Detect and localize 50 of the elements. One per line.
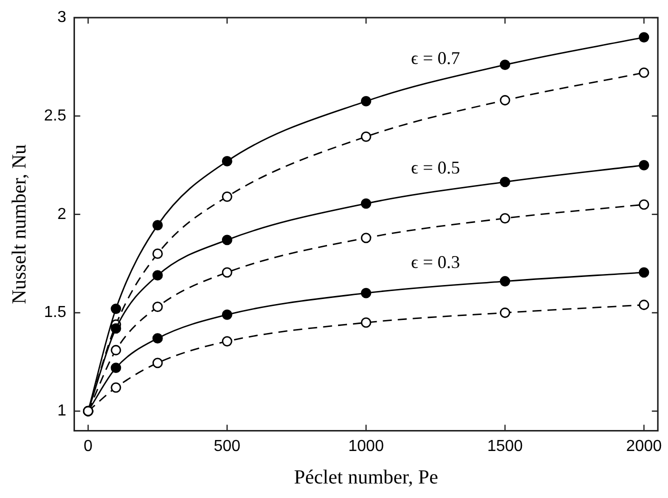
point: [500, 308, 510, 318]
annotation: ϵ = 0.5: [411, 157, 460, 178]
point: [638, 67, 650, 78]
x-tick-label: 0: [84, 438, 93, 455]
point: [110, 382, 122, 393]
x-tick-label: 1500: [487, 438, 523, 455]
point: [360, 96, 372, 106]
point: [500, 276, 510, 286]
x-axis-title: Péclet number, Pe: [294, 466, 438, 488]
point: [500, 176, 510, 188]
point: [638, 160, 650, 170]
point: [110, 323, 122, 334]
point: [360, 232, 372, 244]
point: [360, 131, 372, 142]
x-tick-label: 500: [214, 438, 241, 455]
point: [638, 267, 650, 278]
y-tick-label: 2: [57, 206, 66, 223]
y-tick-label: 3: [57, 9, 66, 26]
point: [222, 267, 232, 278]
point: [222, 336, 232, 346]
point: [500, 95, 510, 106]
point: [152, 270, 163, 281]
point: [500, 60, 510, 70]
point: [360, 288, 372, 298]
point: [110, 304, 122, 314]
point: [110, 344, 122, 356]
y-axis-title: Nusselt number, Nu: [8, 144, 30, 304]
annotation: ϵ = 0.3: [411, 252, 460, 272]
point: [222, 156, 232, 166]
y-tick-label: 2.5: [44, 107, 66, 124]
point: [152, 358, 163, 368]
point: [360, 317, 372, 328]
point: [152, 220, 163, 230]
point: [152, 248, 163, 259]
point: [638, 300, 650, 310]
y-tick-label: 1: [57, 402, 66, 420]
x-tick-label: 2000: [626, 438, 662, 455]
point: [222, 310, 232, 320]
point: [222, 191, 232, 202]
point: [500, 213, 510, 224]
point: [360, 198, 372, 209]
point: [152, 302, 163, 312]
point: [110, 362, 122, 374]
point: [638, 199, 650, 210]
x-tick-label: 1000: [348, 438, 384, 455]
point: [222, 234, 232, 246]
point: [152, 333, 163, 344]
y-tick-label: 1.5: [44, 304, 66, 322]
annotation: ϵ = 0.7: [411, 48, 460, 68]
point: [638, 32, 650, 42]
